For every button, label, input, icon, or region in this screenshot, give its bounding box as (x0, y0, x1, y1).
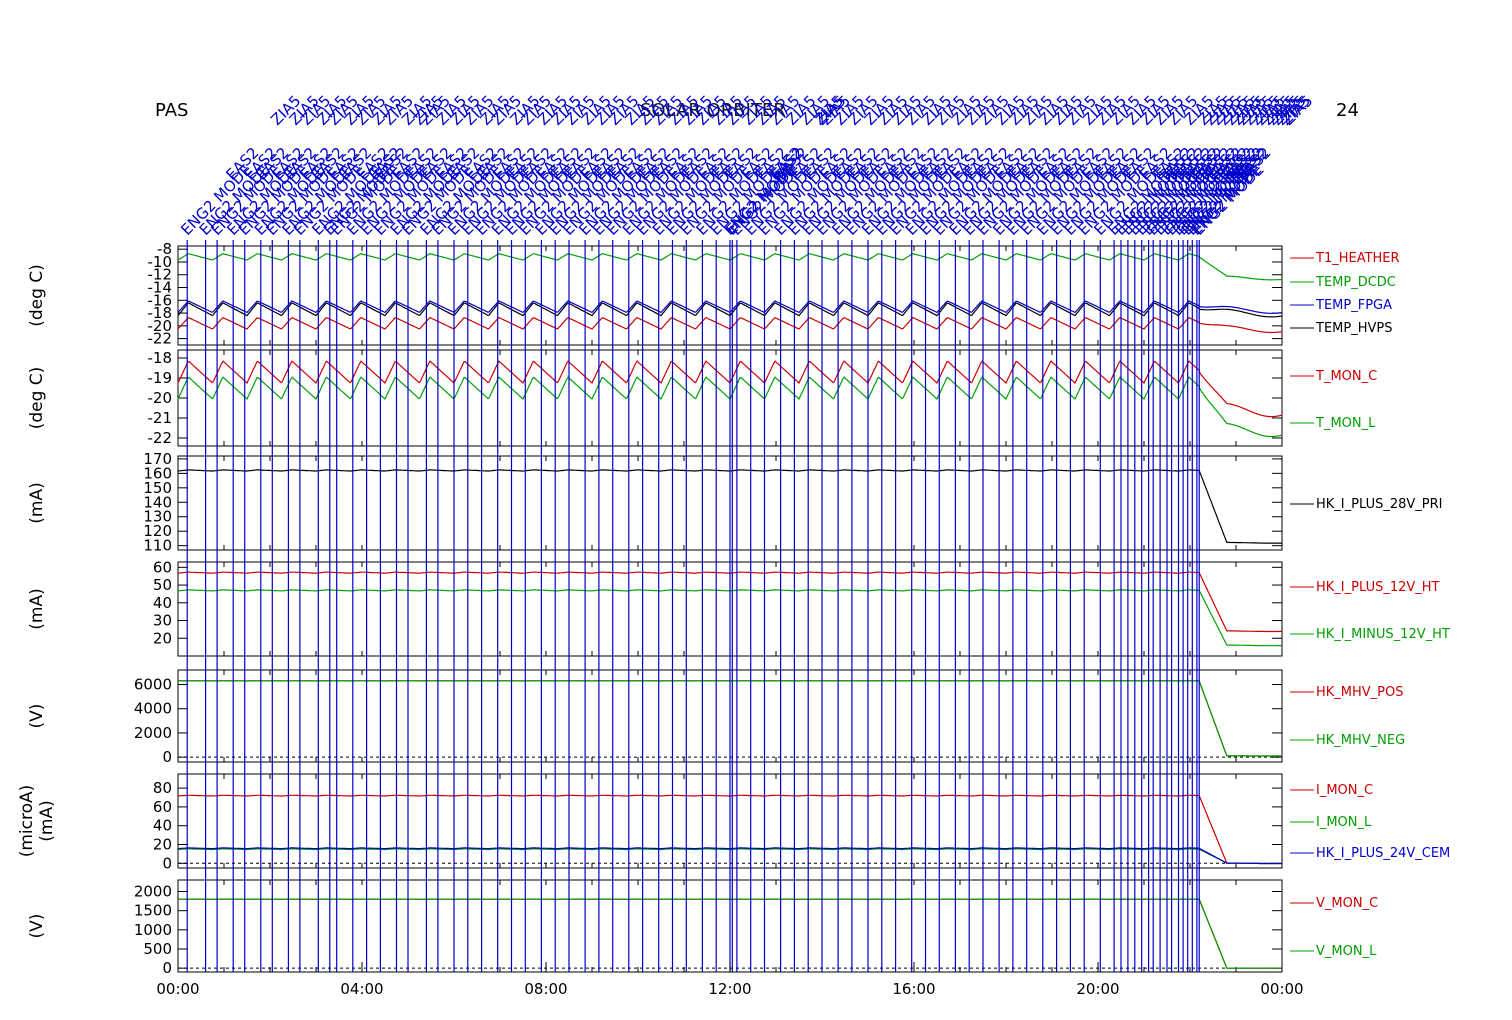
y-axis-label: (mA) (27, 588, 47, 629)
y-tick-label: 1500 (134, 902, 172, 920)
y-tick-label: -12 (148, 266, 173, 284)
y-tick-label: 2000 (134, 883, 172, 901)
y-tick-label: 2000 (134, 724, 172, 742)
legend-entry: T1_HEATHER (1315, 251, 1400, 266)
legend-entry: V_MON_L (1316, 944, 1377, 959)
y-tick-label: 6000 (134, 676, 172, 694)
y-tick-label: -20 (148, 389, 173, 407)
y-tick-label: -16 (148, 291, 173, 309)
panel-1: -8-10-12-14-16-18-20-22 (deg C) T1_HEATHER… (27, 240, 1400, 347)
panels: -8-10-12-14-16-18-20-22(deg C)T1_HEATHER… (17, 240, 1450, 977)
x-axis: 00:00 04:00 08:00 12:00 16:00 20:00 00:00 (156, 962, 1304, 998)
y-tick-label: 60 (153, 798, 172, 816)
y-axis-label: (deg C) (27, 367, 47, 430)
y-tick-label: -14 (148, 279, 173, 297)
y-tick-label: 500 (143, 940, 172, 958)
y-axis-label: (microA) (17, 785, 37, 858)
legend-entry: HK_MHV_NEG (1316, 733, 1405, 748)
y-tick-label: 150 (143, 479, 172, 497)
y-tick-label: -10 (148, 253, 173, 271)
y-tick-label: 130 (143, 508, 172, 526)
y-tick-label: 0 (162, 748, 172, 766)
y-tick-label: 110 (143, 537, 172, 555)
legend-entry: TEMP_FPGA (1315, 298, 1392, 313)
y-tick-label: 170 (143, 450, 172, 468)
y-tick-label: 60 (153, 558, 172, 576)
y-tick-label: 140 (143, 493, 172, 511)
y-tick-label: 0 (162, 854, 172, 872)
y-tick-label: -22 (148, 429, 173, 447)
header-right-label: 24 (1336, 100, 1359, 121)
y-axis-label: (mA) (37, 800, 57, 841)
y-tick-label: 40 (153, 817, 172, 835)
y-tick-label: -21 (148, 409, 173, 427)
legend-entry: T_MON_L (1315, 416, 1376, 431)
legend-entry: HK_I_PLUS_12V_HT (1316, 580, 1440, 595)
y-tick-label: 40 (153, 594, 172, 612)
y-tick-label: 80 (153, 779, 172, 797)
legend-entry: HK_I_PLUS_28V_PRI (1316, 497, 1442, 512)
legend-entry: V_MON_C (1316, 896, 1378, 911)
y-axis-label: (V) (27, 704, 47, 729)
x-tick-label: 16:00 (892, 980, 935, 998)
y-axis-label: (deg C) (27, 264, 47, 327)
y-tick-label: -20 (148, 317, 173, 335)
legend-entry: T_MON_C (1315, 369, 1377, 384)
y-tick-label: 50 (153, 576, 172, 594)
y-axis-label: (V) (27, 914, 47, 939)
legend-entry: HK_I_PLUS_24V_CEM (1316, 846, 1450, 861)
y-tick-label: -22 (148, 330, 173, 348)
panel-2: -18 -19 -20 -21 -22 (deg C) T_MON_C T_MON_L (27, 349, 1377, 447)
y-tick-label: -19 (148, 369, 173, 387)
y-tick-label: 160 (143, 464, 172, 482)
y-tick-label: -8 (157, 240, 172, 258)
x-tick-label: 04:00 (340, 980, 383, 998)
x-tick-label: 12:00 (708, 980, 751, 998)
header-left-label: PAS (155, 100, 188, 121)
y-tick-label: -18 (148, 304, 173, 322)
y-tick-label: 4000 (134, 700, 172, 718)
y-tick-label: 20 (153, 629, 172, 647)
legend-entry: I_MON_L (1316, 815, 1372, 830)
y-tick-label: 0 (162, 959, 172, 977)
legend-entry: HK_I_MINUS_12V_HT (1316, 627, 1450, 642)
y-tick-label: 120 (143, 522, 172, 540)
x-tick-label: 00:00 (156, 980, 199, 998)
legend-entry: TEMP_HVPS (1315, 321, 1392, 336)
legend-entry: HK_MHV_POS (1316, 685, 1404, 700)
x-tick-label: 00:00 (1260, 980, 1303, 998)
x-tick-label: 20:00 (1076, 980, 1119, 998)
event-lines (186, 240, 1200, 972)
y-tick-label: 1000 (134, 921, 172, 939)
y-axis-label: (mA) (27, 482, 47, 523)
legend-entry: TEMP_DCDC (1315, 275, 1396, 290)
legend-entry: I_MON_C (1316, 783, 1373, 798)
y-tick-label: -18 (148, 349, 173, 367)
y-tick-label: 20 (153, 836, 172, 854)
x-tick-label: 08:00 (524, 980, 567, 998)
header-center-label: SOLAR ORBITER (640, 100, 786, 121)
y-tick-label: 30 (153, 612, 172, 630)
